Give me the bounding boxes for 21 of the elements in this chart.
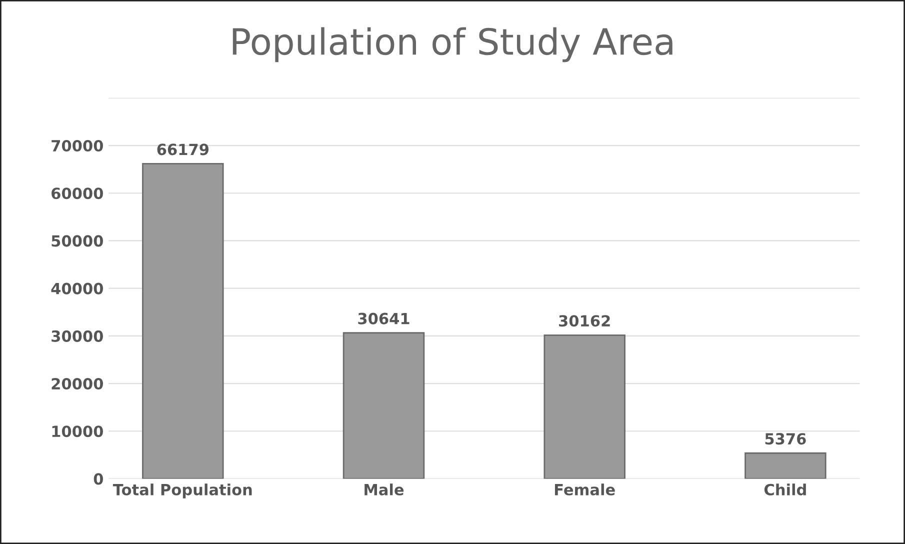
data-label: 30641 xyxy=(358,312,410,324)
y-tick-label: 60000 xyxy=(52,188,104,200)
y-tick-label: 0 xyxy=(94,473,104,485)
y-tick-label: 10000 xyxy=(52,426,104,438)
y-tick-label: 40000 xyxy=(51,282,104,294)
data-label: 5376 xyxy=(765,433,806,445)
bar xyxy=(744,452,826,479)
y-tick-label: 70000 xyxy=(52,140,104,152)
data-label: 30162 xyxy=(559,315,610,327)
y-tick-label: 30000 xyxy=(52,330,104,342)
chart-title: Population of Study Area xyxy=(232,27,672,62)
bar xyxy=(142,163,224,479)
y-tick-label: 20000 xyxy=(52,378,104,390)
y-tick-label: 50000 xyxy=(52,235,104,247)
x-tick-label: Male xyxy=(364,484,404,496)
x-tick-label: Total Population xyxy=(112,484,252,498)
x-tick-label: Child xyxy=(764,484,806,496)
bar xyxy=(544,334,626,479)
bar xyxy=(342,332,425,479)
data-label: 66179 xyxy=(157,144,209,156)
x-tick-label: Female xyxy=(554,484,615,496)
